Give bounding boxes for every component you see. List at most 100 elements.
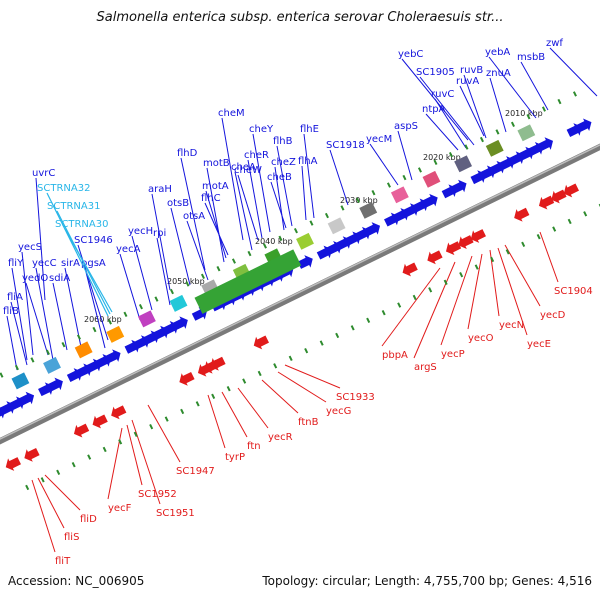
callout-line-flhc: [204, 202, 229, 256]
tick-mark: [288, 355, 293, 361]
tick-mark: [479, 136, 484, 143]
callout-line-flia: [10, 301, 28, 366]
gene-label-sc1946: SC1946: [74, 235, 113, 246]
tick-mark: [61, 342, 66, 348]
backbone-highlight: [0, 144, 600, 440]
scale-label-2050-kbp: 2050 kbp: [167, 277, 205, 286]
gene-label-yebc: yebC: [398, 49, 423, 60]
forward-gene-arrow: [422, 193, 438, 208]
tick-mark: [133, 431, 138, 437]
gene-label-motb: motB: [203, 158, 230, 169]
callout-line-sc1904: [539, 231, 559, 283]
gene-label-sc1918: SC1918: [326, 140, 365, 151]
callout-line-yeba: [488, 56, 537, 119]
tick-mark: [45, 349, 50, 355]
annotation-block: [454, 155, 473, 173]
tick-mark: [355, 197, 360, 203]
tick-mark: [164, 416, 169, 422]
gene-label-pbpa: pbpA: [382, 350, 408, 361]
tick-mark: [56, 469, 61, 475]
tick-mark: [102, 446, 107, 453]
callout-line-ruvb: [463, 74, 487, 139]
gene-label-sc1905: SC1905: [416, 67, 455, 78]
gene-label-flhc: flhC: [201, 193, 221, 204]
gene-label-arah: araH: [148, 184, 172, 195]
tick-mark: [40, 477, 45, 483]
callout-line-chey: [252, 133, 271, 233]
tick-mark: [200, 273, 205, 279]
gene-label-yecn: yecN: [499, 320, 524, 331]
callout-line-ruvc: [434, 98, 467, 149]
callout-line-flib: [6, 315, 18, 371]
callout-line-chea: [234, 171, 253, 251]
tick-mark: [278, 235, 283, 241]
tick-mark: [226, 385, 231, 392]
gene-label-fliy: fliY: [8, 258, 24, 269]
callout-line-yech: [131, 235, 153, 311]
gene-label-args: argS: [414, 362, 437, 373]
callout-line-yecn: [489, 249, 500, 317]
callout-line-otsa: [186, 220, 209, 281]
tick-mark: [87, 454, 92, 460]
scale-label-2040-kbp: 2040 kbp: [255, 237, 293, 246]
tick-mark: [169, 288, 174, 295]
callout-line-sc1951: [131, 419, 161, 505]
callout-line-sc1947: [147, 404, 181, 463]
gene-label-flid: fliD: [80, 514, 97, 525]
callout-line-chez: [274, 166, 285, 231]
callout-line-flhb: [276, 145, 293, 227]
tick-mark: [557, 98, 562, 105]
gene-label-sdia: sdiA: [49, 273, 70, 284]
annotation-block: [169, 294, 188, 312]
gene-label-yecd: yecD: [540, 310, 566, 321]
tick-mark: [304, 347, 309, 354]
gene-label-sc1933: SC1933: [336, 392, 375, 403]
callout-line-msbb: [520, 61, 549, 111]
tick-mark: [118, 439, 123, 445]
tick-mark: [510, 121, 515, 127]
tick-mark: [273, 363, 278, 369]
reverse-gene-arrow: [551, 189, 567, 204]
tick-mark: [71, 461, 76, 468]
operon-band: [194, 249, 302, 314]
callout-line-yecr: [237, 387, 269, 429]
callout-line-chew: [237, 174, 259, 241]
tick-mark: [428, 287, 433, 293]
annotation-block: [517, 124, 536, 142]
tick-mark: [0, 372, 4, 378]
callout-line-sc1933: [284, 364, 341, 389]
annotation-block: [485, 139, 504, 157]
forward-gene-arrow: [576, 118, 592, 133]
tick-mark: [490, 256, 495, 263]
tick-mark: [459, 271, 464, 278]
tick-mark: [335, 332, 340, 339]
tick-mark: [572, 91, 577, 97]
gene-label-ruvb: ruvB: [460, 65, 483, 76]
gene-label-yeba: yebA: [485, 47, 510, 58]
tick-mark: [293, 228, 298, 234]
reverse-gene-arrow: [5, 457, 21, 471]
scale-label-2010-kbp: 2010 kbp: [505, 109, 543, 118]
tick-mark: [412, 294, 417, 301]
tick-mark: [76, 334, 81, 340]
tick-mark: [247, 250, 252, 257]
callout-line-yecd: [504, 244, 541, 307]
reverse-gene-arrow: [24, 447, 40, 462]
tick-mark: [386, 182, 391, 188]
scale-label-2060-kbp: 2060 kbp: [84, 315, 122, 324]
tick-mark: [541, 106, 546, 112]
callout-line-flhe: [303, 133, 315, 219]
callout-line-flha: [301, 165, 307, 221]
tick-mark: [262, 243, 267, 249]
callout-line-sc1918: [329, 149, 349, 206]
callout-line-arah: [151, 193, 171, 291]
callout-line-flit: [31, 479, 56, 553]
tick-mark: [138, 304, 143, 310]
callout-line-yecf: [107, 427, 123, 500]
callout-line-asps: [397, 130, 413, 181]
tick-mark: [340, 205, 345, 211]
callout-line-yebc: [401, 58, 469, 141]
reverse-gene-arrow: [563, 183, 579, 198]
gene-label-ntpa: ntpA: [422, 104, 446, 115]
